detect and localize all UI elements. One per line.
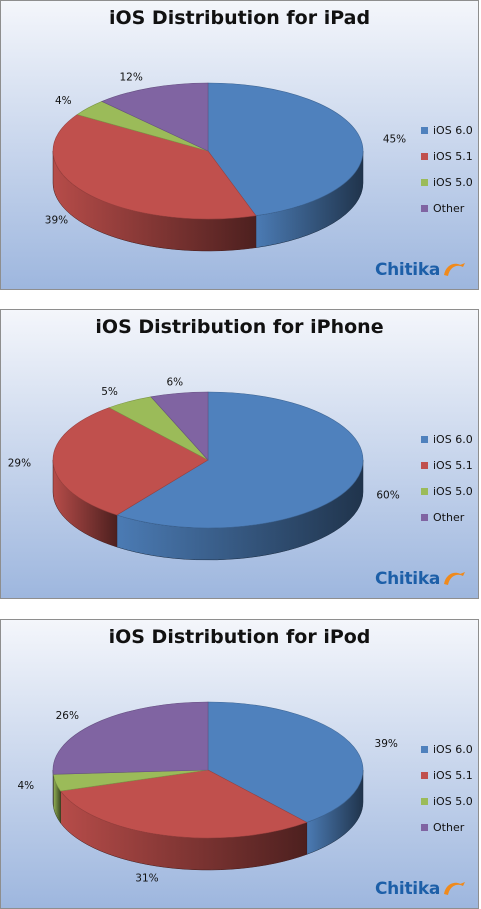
legend-label: iOS 5.1	[433, 458, 473, 472]
chart-title: iOS Distribution for iPhone	[95, 316, 384, 338]
legend-item: iOS 5.1	[421, 452, 473, 478]
legend-swatch	[421, 771, 428, 779]
swoosh-icon	[444, 882, 465, 895]
logo-text: Chitika	[374, 569, 440, 589]
legend-label: Other	[433, 201, 465, 215]
legend-label: iOS 6.0	[433, 432, 473, 446]
chart-legend: iOS 6.0 iOS 5.1 iOS 5.0 Other	[421, 736, 473, 840]
data-label: 4%	[17, 780, 34, 792]
legend-label: Other	[433, 820, 465, 834]
data-label: 45%	[383, 133, 406, 145]
logo-text: Chitika	[374, 879, 440, 899]
data-label: 4%	[55, 95, 72, 107]
legend-item: iOS 6.0	[421, 426, 473, 452]
pie-slice-ios-6-0	[116, 391, 364, 529]
chart-panel-ipod: 39% 31% 4% 26% iOS Distribution for iPod iO…	[0, 619, 479, 909]
legend-label: iOS 6.0	[433, 742, 473, 756]
legend-swatch	[421, 513, 428, 521]
legend-item: iOS 5.0	[421, 169, 473, 195]
chart-panel-ipad: 45% 39% 4% 12% iOS Distribution for iPad iO…	[0, 0, 479, 290]
data-label: 31%	[135, 873, 158, 885]
data-label: 60%	[376, 490, 399, 502]
legend-label: iOS 5.0	[433, 794, 473, 808]
legend-swatch	[421, 797, 428, 805]
pie-slice-ios-6-0	[207, 82, 364, 216]
chart-legend: iOS 6.0 iOS 5.1 iOS 5.0 Other	[421, 426, 473, 530]
logo-text: Chitika	[374, 260, 440, 280]
legend-item: iOS 5.0	[421, 788, 473, 814]
chart-title: iOS Distribution for iPad	[108, 7, 371, 29]
legend-label: iOS 5.1	[433, 768, 473, 782]
chart-title: iOS Distribution for iPod	[108, 626, 371, 648]
chart-legend: iOS 6.0 iOS 5.1 iOS 5.0 Other	[421, 117, 473, 221]
legend-swatch	[421, 178, 428, 186]
data-label: 12%	[119, 72, 142, 84]
chitika-logo: Chitika	[375, 878, 466, 900]
legend-swatch	[421, 152, 428, 160]
legend-item: iOS 6.0	[421, 117, 473, 143]
data-label: 39%	[375, 738, 398, 750]
data-label: 26%	[56, 710, 79, 722]
pie-chart-iphone: 60% 29% 5% 6%	[1, 310, 478, 598]
legend-item: Other	[421, 504, 473, 530]
legend-swatch	[421, 204, 428, 212]
chart-panel-iphone: 60% 29% 5% 6% iOS Distribution for iPhone i…	[0, 309, 479, 599]
legend-swatch	[421, 126, 428, 134]
legend-item: iOS 6.0	[421, 736, 473, 762]
legend-item: iOS 5.1	[421, 143, 473, 169]
swoosh-icon	[444, 263, 465, 276]
legend-item: Other	[421, 814, 473, 840]
swoosh-icon	[444, 572, 465, 585]
legend-swatch	[421, 823, 428, 831]
legend-item: iOS 5.0	[421, 478, 473, 504]
chitika-logo: Chitika	[375, 568, 466, 590]
data-label: 29%	[8, 458, 31, 470]
pie-slice-ios-5-1	[60, 769, 308, 839]
legend-label: Other	[433, 510, 465, 524]
pie-slice-ios-5-1	[52, 407, 209, 516]
pie-side-walls	[52, 769, 364, 871]
legend-item: Other	[421, 195, 473, 221]
legend-swatch	[421, 435, 428, 443]
pie-slice-other	[101, 82, 209, 152]
legend-label: iOS 6.0	[433, 123, 473, 137]
legend-item: iOS 5.1	[421, 762, 473, 788]
pie-slice-other	[150, 391, 209, 461]
pie-chart-ipod: 39% 31% 4% 26%	[1, 620, 478, 908]
legend-swatch	[421, 487, 428, 495]
legend-swatch	[421, 745, 428, 753]
data-label: 6%	[166, 376, 183, 388]
legend-label: iOS 5.0	[433, 484, 473, 498]
pie-slice-ios-6-0	[207, 701, 364, 823]
legend-swatch	[421, 461, 428, 469]
pie-slice-other	[52, 701, 209, 775]
data-label: 5%	[101, 386, 118, 398]
legend-label: iOS 5.0	[433, 175, 473, 189]
data-label: 39%	[45, 215, 68, 227]
pie-slice-ios-5-1	[52, 114, 257, 220]
pie-chart-ipad: 45% 39% 4% 12%	[1, 1, 478, 289]
legend-label: iOS 5.1	[433, 149, 473, 163]
chitika-logo: Chitika	[375, 259, 466, 281]
